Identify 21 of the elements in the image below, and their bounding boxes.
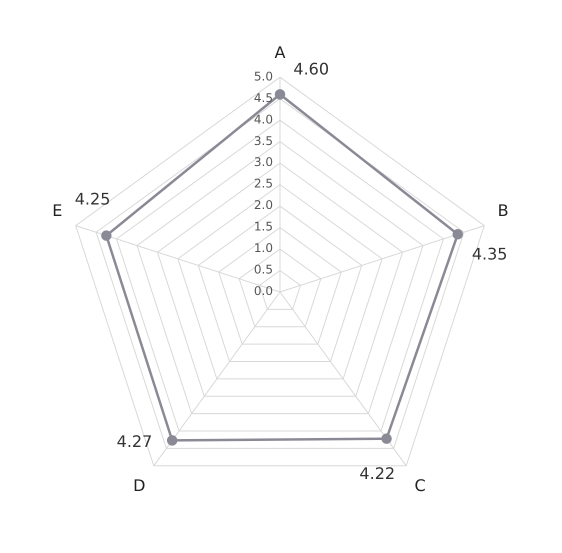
spoke-label: D [133, 476, 146, 495]
y-tick-label: 4.0 [254, 112, 273, 126]
y-tick-label: 3.0 [254, 155, 273, 170]
y-tick-label: 1.5 [254, 220, 273, 234]
spoke-label: B [498, 200, 509, 220]
spoke-label: C [414, 476, 426, 495]
y-tick-label: 4.5 [254, 90, 273, 105]
y-tick-label: 3.5 [254, 134, 273, 148]
y-tick-label: 5.0 [254, 69, 273, 84]
data-label: 4.60 [293, 60, 330, 79]
y-tick-label: 2.5 [254, 176, 273, 191]
y-tick-label: 0.5 [254, 262, 273, 277]
data-label: 4.25 [74, 190, 110, 209]
data-label: 4.22 [359, 464, 396, 484]
data-label: 4.35 [472, 244, 508, 264]
data-label: 4.27 [116, 432, 152, 451]
spoke-label: E [52, 200, 62, 220]
y-tick-label: 2.0 [254, 198, 273, 212]
spoke-label: A [274, 42, 286, 62]
y-tick-label: 1.0 [254, 241, 273, 256]
y-tick-label: 0.0 [254, 284, 273, 298]
